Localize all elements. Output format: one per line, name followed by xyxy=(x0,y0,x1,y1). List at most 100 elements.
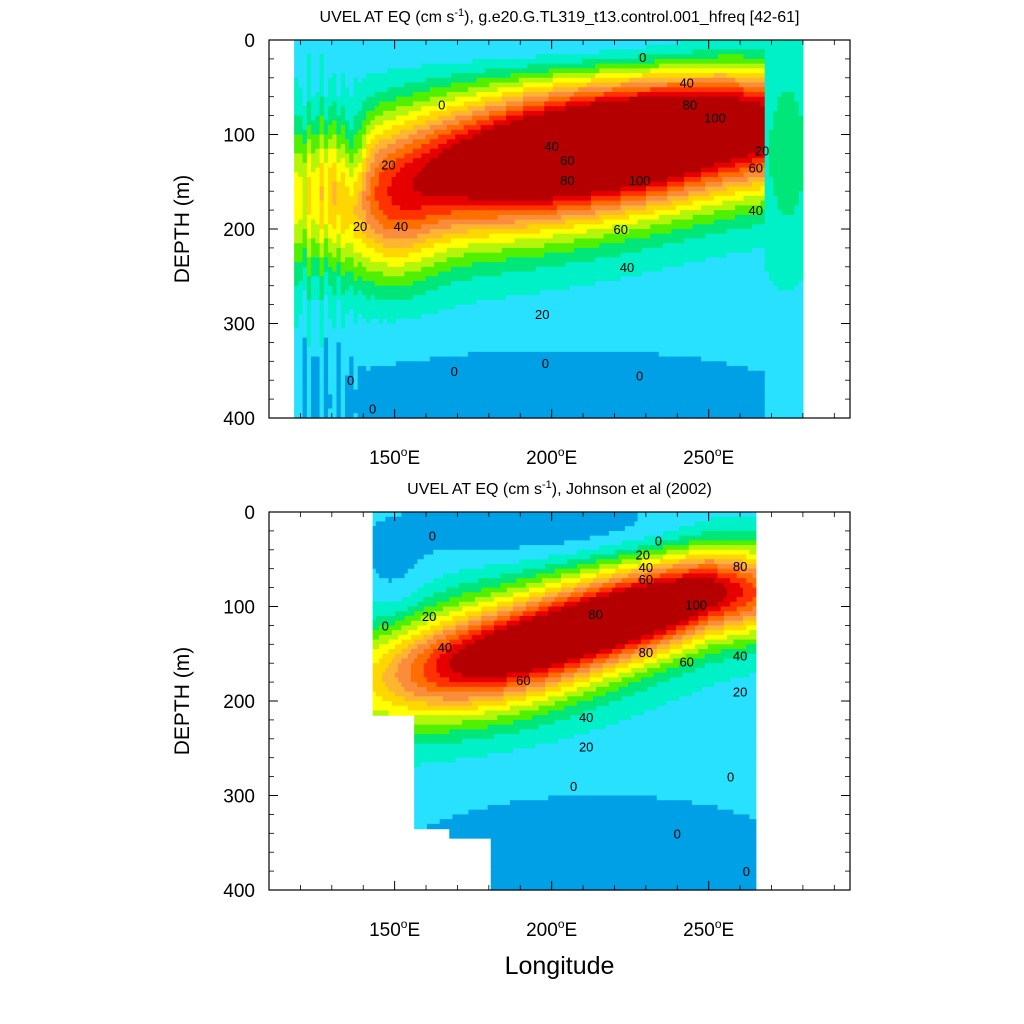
contour-cell xyxy=(467,167,473,173)
contour-cell xyxy=(294,332,299,339)
contour-cell xyxy=(463,337,469,344)
contour-cell xyxy=(328,91,333,98)
contour-cell xyxy=(345,49,350,55)
contour-cell xyxy=(378,375,384,381)
contour-cell xyxy=(434,290,439,296)
contour-cell xyxy=(361,106,367,112)
contour-cell xyxy=(531,399,537,405)
contour-cell xyxy=(442,280,448,287)
contour-cell xyxy=(552,347,558,353)
contour-cell xyxy=(315,403,321,410)
contour-cell xyxy=(463,91,469,98)
contour-cell xyxy=(467,91,473,98)
contour-cell xyxy=(472,82,478,88)
contour-cell xyxy=(455,106,461,112)
contour-cell xyxy=(493,285,499,292)
contour-cell xyxy=(442,233,448,240)
contour-cell xyxy=(429,309,435,315)
contour-cell xyxy=(514,77,520,84)
contour-cell xyxy=(463,332,469,339)
contour-cell xyxy=(400,63,405,69)
contour-cell xyxy=(527,389,533,395)
contour-cell xyxy=(463,115,469,121)
contour-cell xyxy=(336,129,342,136)
contour-cell xyxy=(434,370,439,377)
contour-cell xyxy=(476,243,482,249)
contour-cell xyxy=(323,252,329,258)
contour-cell xyxy=(336,110,342,117)
contour-cell xyxy=(556,58,562,65)
contour-cell xyxy=(484,233,490,240)
contour-cell xyxy=(476,337,482,344)
contour-cell xyxy=(484,134,490,140)
contour-cell xyxy=(429,158,435,164)
contour-cell xyxy=(374,68,380,74)
contour-cell xyxy=(510,314,516,320)
contour-cell xyxy=(332,125,338,131)
contour-cell xyxy=(501,172,507,178)
contour-cell xyxy=(328,257,333,263)
contour-cell xyxy=(450,290,456,296)
contour-cell xyxy=(442,96,448,103)
contour-cell xyxy=(345,304,350,310)
contour-cell xyxy=(540,40,545,46)
contour-cell xyxy=(438,399,444,405)
contour-cell xyxy=(472,328,478,334)
contour-cell xyxy=(527,403,533,410)
contour-cell xyxy=(459,351,465,358)
contour-cell xyxy=(450,408,456,414)
contour-cell xyxy=(298,214,304,221)
contour-cell xyxy=(459,304,465,310)
contour-cell xyxy=(378,191,384,197)
contour-cell xyxy=(421,233,427,240)
contour-cell xyxy=(387,332,393,339)
contour-cell xyxy=(395,224,401,230)
contour-cell xyxy=(387,403,393,410)
contour-cell xyxy=(311,214,316,221)
contour-cell xyxy=(510,342,516,348)
contour-cell xyxy=(497,380,503,386)
contour-cell xyxy=(345,233,350,240)
contour-cell xyxy=(472,299,478,306)
contour-cell xyxy=(374,262,380,268)
contour-cell xyxy=(514,58,520,65)
contour-cell xyxy=(345,191,350,197)
contour-cell xyxy=(459,73,465,79)
contour-cell xyxy=(340,120,346,126)
contour-cell xyxy=(378,389,384,395)
contour-cell xyxy=(361,229,367,235)
contour-cell xyxy=(306,158,312,164)
contour-cell xyxy=(455,276,461,282)
contour-cell xyxy=(366,243,372,249)
contour-cell xyxy=(489,342,494,348)
contour-cell xyxy=(340,332,346,339)
contour-cell xyxy=(514,304,520,310)
contour-cell xyxy=(484,158,490,164)
contour-cell xyxy=(421,309,427,315)
contour-cell xyxy=(328,233,333,240)
contour-cell xyxy=(302,162,308,169)
contour-cell xyxy=(429,304,435,310)
contour-cell xyxy=(450,120,456,126)
contour-cell xyxy=(294,143,299,150)
contour-cell xyxy=(353,110,359,117)
contour-cell xyxy=(378,153,384,159)
contour-cell xyxy=(442,148,448,154)
contour-cell xyxy=(345,408,350,414)
contour-cell xyxy=(514,276,520,282)
contour-cell xyxy=(506,403,511,410)
contour-cell xyxy=(412,167,418,173)
contour-cell xyxy=(408,361,414,367)
contour-cell xyxy=(378,408,384,414)
contour-cell xyxy=(540,266,545,273)
contour-cell xyxy=(412,342,418,348)
contour-cell xyxy=(552,389,558,395)
contour-cell xyxy=(552,332,558,339)
contour-cell xyxy=(357,172,363,178)
contour-cell xyxy=(459,110,465,117)
contour-cell xyxy=(366,210,372,216)
contour-cell xyxy=(472,139,478,145)
contour-cell xyxy=(391,309,397,315)
contour-cell xyxy=(480,309,486,315)
contour-cell xyxy=(535,347,541,353)
